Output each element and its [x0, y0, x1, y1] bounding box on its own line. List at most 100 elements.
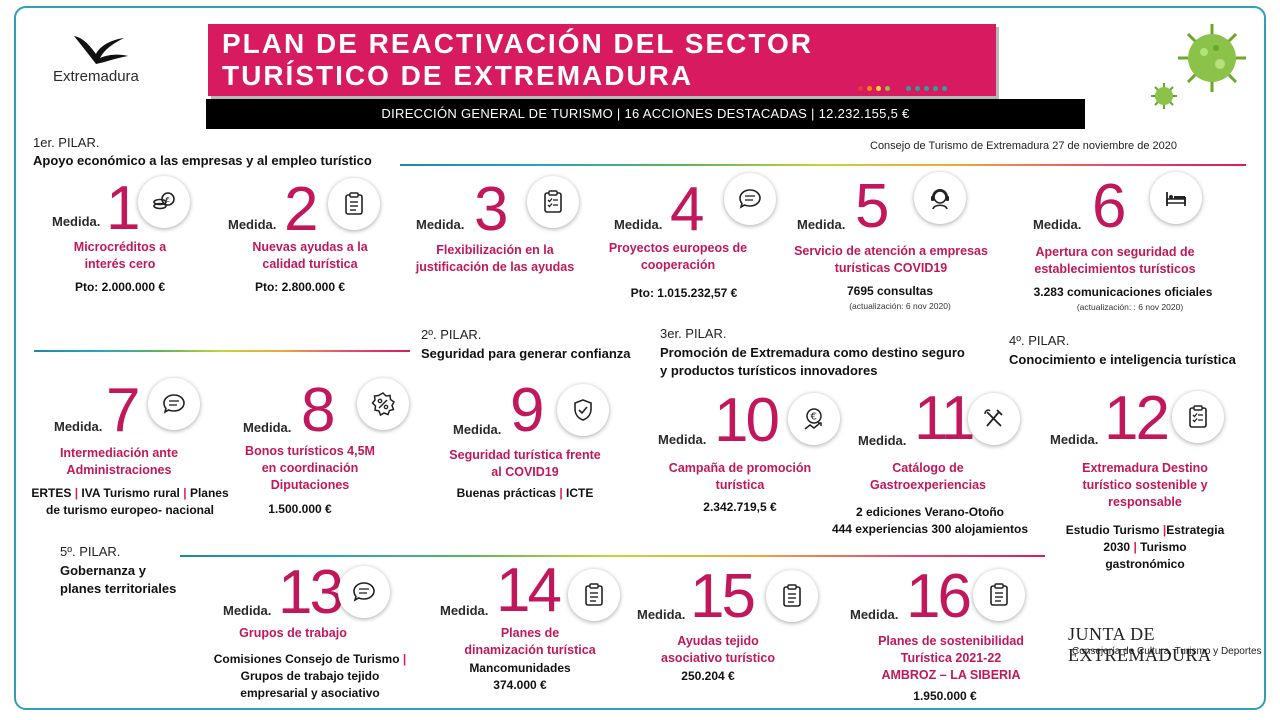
title-line-1: PLAN DE REACTIVACIÓN DEL SECTOR	[222, 28, 813, 59]
measure-5-number: 5	[855, 172, 890, 241]
measure-7-number: 7	[106, 376, 141, 445]
speech-bubble-icon	[148, 378, 200, 430]
bird-logo-icon	[74, 36, 128, 64]
measure-11-title: Catálogo de Gastroexperiencias	[869, 461, 987, 492]
measure-13-number: 13	[278, 558, 344, 627]
subtitle-bar: DIRECCIÓN GENERAL DE TURISMO | 16 ACCION…	[206, 99, 1085, 129]
pillar-5-title-1: Gobernanza y	[60, 563, 146, 578]
medida-label: Medida.	[453, 422, 502, 437]
measure-1-detail: Pto: 2.000.000 €	[74, 280, 166, 294]
pillar-4-tag: 4º. PILAR.	[1009, 333, 1070, 348]
measure-10-title: Campaña de promoción turística	[668, 461, 812, 492]
measure-13-detail: Comisiones Consejo de Turismo | Grupos d…	[213, 652, 407, 700]
clipboard-icon	[568, 569, 620, 621]
measure-8-detail: 1.500.000 €	[268, 502, 332, 516]
percent-badge-icon	[357, 378, 409, 430]
measure-6-update-note: (actualización: : 6 nov 2020)	[1076, 302, 1184, 312]
medida-label: Medida.	[637, 607, 686, 622]
medida-label: Medida.	[858, 433, 907, 448]
measure-5-detail: 7695 consultas	[846, 284, 934, 298]
measure-1-title: Microcréditos a interés cero	[73, 240, 167, 271]
measure-13-title: Grupos de trabajo	[239, 626, 347, 640]
medida-label: Medida.	[223, 603, 272, 618]
pillar-2-tag: 2º. PILAR.	[421, 327, 482, 342]
bed-icon	[1150, 172, 1202, 224]
decorative-dots	[858, 78, 951, 96]
measure-10-number: 10	[714, 386, 780, 455]
measure-10-detail: 2.342.719,5 €	[703, 500, 777, 514]
logo-text: Extremadura	[53, 68, 139, 85]
measure-9-title: Seguridad turística frente al COVID19	[449, 448, 601, 479]
pillar-1-title: Apoyo económico a las empresas y al empl…	[33, 153, 372, 168]
medida-label: Medida.	[1033, 217, 1082, 232]
coins-icon: €	[138, 176, 190, 228]
measure-14-detail: Mancomunidades 374.000 €	[469, 661, 571, 692]
speech-bubble-icon	[724, 173, 776, 225]
measure-4-title: Proyectos europeos de cooperación	[608, 241, 748, 272]
medida-label: Medida.	[52, 214, 101, 229]
measure-11-number: 11	[914, 384, 975, 453]
medida-label: Medida.	[850, 607, 899, 622]
extremadura-logo	[66, 28, 136, 68]
svg-text:€: €	[166, 196, 170, 204]
cutlery-icon	[968, 393, 1020, 445]
main-title-box: PLAN DE REACTIVACIÓN DEL SECTOR TURÍSTIC…	[208, 24, 996, 96]
clipboard-icon	[328, 178, 380, 230]
measure-7-detail: ERTES | IVA Turismo rural | Planes de tu…	[31, 486, 229, 517]
measure-16-detail: 1.950.000 €	[913, 689, 977, 703]
pillar-1-divider	[400, 164, 1246, 166]
pillar-5-divider	[180, 555, 1045, 557]
medida-label: Medida.	[614, 217, 663, 232]
measure-2-detail: Pto: 2.800.000 €	[254, 280, 346, 294]
junta-logo-title: JUNTA DE EXTREMADURA	[1068, 624, 1212, 665]
measure-6-title: Apertura con seguridad de establecimiento…	[1034, 245, 1196, 276]
measure-4-detail: Pto: 1.015.232,57 €	[630, 286, 738, 300]
measure-4-number: 4	[670, 175, 705, 244]
measure-9-detail: Buenas prácticas | ICTE	[456, 486, 594, 500]
shield-check-icon	[557, 384, 609, 436]
svg-text:€: €	[811, 412, 817, 423]
measure-14-number: 14	[496, 556, 562, 625]
medida-label: Medida.	[416, 217, 465, 232]
measure-16-title: Planes de sostenibilidad Turística 2021-2…	[878, 634, 1024, 682]
measure-6-detail: 3.283 comunicaciones oficiales	[1033, 285, 1213, 299]
pillar-2-title: Seguridad para generar confianza	[421, 346, 631, 361]
measure-5-update-note: (actualización: 6 nov 2020)	[849, 301, 951, 311]
medida-label: Medida.	[243, 420, 292, 435]
measure-11-detail: 2 ediciones Verano-Otoño 444 experiencias…	[831, 505, 1029, 536]
euro-growth-icon: €	[788, 393, 840, 445]
virus-large-icon	[1176, 22, 1248, 94]
pillar-5-tag: 5º. PILAR.	[60, 544, 121, 559]
title-line-2: TURÍSTICO DE EXTREMADURA	[222, 60, 694, 91]
measure-2-number: 2	[284, 175, 319, 244]
junta-logo-subtitle: Consejería de Cultura, Turismo y Deporte…	[1072, 646, 1262, 657]
measure-5-title: Servicio de atención a empresas turística…	[794, 244, 988, 275]
measure-1-number: 1	[106, 174, 141, 243]
page-frame	[14, 6, 1266, 710]
measure-8-number: 8	[301, 376, 336, 445]
measure-15-title: Ayudas tejido asociativo turístico	[661, 634, 775, 665]
medida-label: Medida.	[797, 217, 846, 232]
measure-8-title: Bonos turísticos 4,5M en coordinación Dipu…	[245, 444, 375, 492]
pillar-3-tag: 3er. PILAR.	[660, 326, 727, 341]
virus-small-icon	[1150, 82, 1178, 110]
medida-label: Medida.	[54, 419, 103, 434]
measure-3-number: 3	[474, 175, 509, 244]
measure-2-title: Nuevas ayudas a la calidad turística	[252, 240, 368, 271]
pillar-4-title: Conocimiento e inteligencia turística	[1009, 352, 1236, 367]
clipboard-icon	[766, 570, 818, 622]
measure-9-number: 9	[510, 376, 545, 445]
pillar-3-title-1: Promoción de Extremadura como destino se…	[660, 345, 965, 360]
medida-label: Medida.	[440, 603, 489, 618]
headset-agent-icon	[914, 172, 966, 224]
date-note: Consejo de Turismo de Extremadura 27 de …	[870, 140, 1177, 152]
checklist-icon	[1172, 391, 1224, 443]
pillar-2-divider	[34, 350, 410, 352]
measure-14-title: Planes de dinamización turística	[464, 626, 596, 657]
measure-12-title: Extremadura Destino turístico sostenible …	[1082, 461, 1208, 509]
measure-15-detail: 250.204 €	[681, 669, 735, 683]
measure-15-number: 15	[690, 562, 756, 631]
pillar-3-title-2: y productos turísticos innovadores	[660, 363, 878, 378]
measure-7-title: Intermediación ante Administraciones	[59, 446, 179, 477]
speech-bubble-icon	[338, 566, 390, 618]
